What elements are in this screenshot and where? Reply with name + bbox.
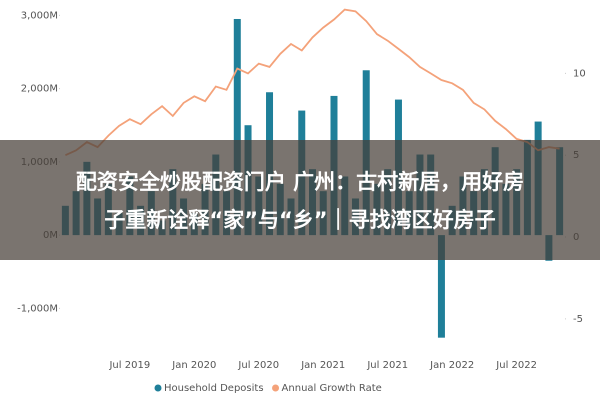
banner xyxy=(0,140,600,260)
bar xyxy=(437,235,445,338)
line xyxy=(65,8,560,157)
legend-marker xyxy=(154,384,162,392)
x-tick-label: Jul 2020 xyxy=(237,360,279,371)
y2-tick-label: -5 xyxy=(573,314,583,325)
legend-marker xyxy=(272,384,280,392)
x-tick-label: Jan 2021 xyxy=(300,360,345,371)
y2-tick-label: 10 xyxy=(573,68,586,79)
x-tick-label: Jul 2021 xyxy=(366,360,408,371)
x-tick-label: Jul 2019 xyxy=(108,360,150,371)
banner-text: 配资安全炒股配资门户 广州：古村新居，用好房 xyxy=(76,170,524,194)
y-tick-label: -1,000M xyxy=(17,303,58,314)
legend-label: Annual Growth Rate xyxy=(282,383,382,394)
y-tick-label: 2,000M xyxy=(21,84,58,95)
y-tick-label: 3,000M xyxy=(21,10,58,21)
x-tick-label: Jul 2022 xyxy=(495,360,537,371)
banner-text: 子重新诠释“家”与“乡”｜寻找湾区好房子 xyxy=(104,208,495,232)
legend-label: Household Deposits xyxy=(164,383,264,394)
x-tick-label: Jan 2020 xyxy=(171,360,216,371)
x-tick-label: Jan 2022 xyxy=(429,360,474,371)
bar xyxy=(233,18,241,236)
